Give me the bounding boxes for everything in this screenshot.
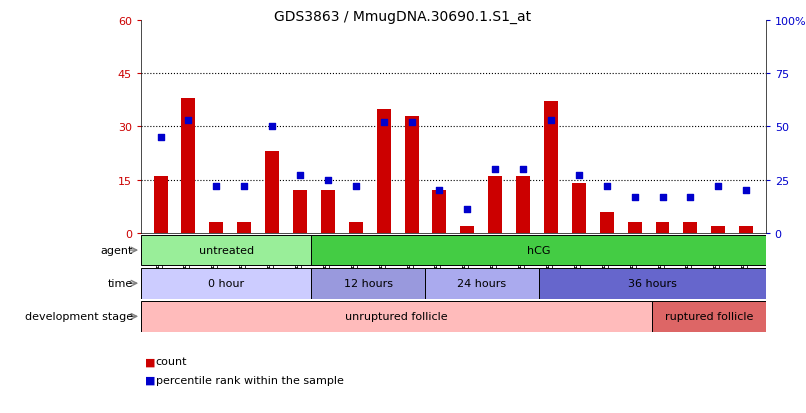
Bar bbox=[237, 223, 251, 233]
Bar bbox=[141, 268, 311, 299]
Point bbox=[238, 183, 251, 190]
Point bbox=[517, 166, 530, 173]
Bar bbox=[712, 226, 725, 233]
Text: count: count bbox=[156, 356, 187, 366]
Text: 12 hours: 12 hours bbox=[343, 278, 393, 289]
Text: GDS3863 / MmugDNA.30690.1.S1_at: GDS3863 / MmugDNA.30690.1.S1_at bbox=[274, 10, 532, 24]
Point bbox=[322, 177, 334, 183]
Bar bbox=[538, 268, 766, 299]
Bar bbox=[376, 109, 391, 233]
Point bbox=[545, 117, 558, 124]
Text: hCG: hCG bbox=[527, 245, 550, 256]
Bar bbox=[544, 102, 558, 233]
Point bbox=[405, 119, 418, 126]
Bar bbox=[516, 177, 530, 233]
Bar bbox=[655, 223, 670, 233]
Bar bbox=[405, 116, 418, 233]
Bar bbox=[154, 177, 168, 233]
Point bbox=[377, 119, 390, 126]
Point bbox=[628, 194, 641, 200]
Text: ■: ■ bbox=[145, 356, 159, 366]
Point bbox=[712, 183, 725, 190]
Bar bbox=[572, 184, 586, 233]
Point bbox=[656, 194, 669, 200]
Text: unruptured follicle: unruptured follicle bbox=[345, 311, 448, 322]
Point bbox=[154, 134, 167, 141]
Bar bbox=[210, 223, 223, 233]
Bar bbox=[425, 268, 538, 299]
Text: 0 hour: 0 hour bbox=[208, 278, 244, 289]
Point bbox=[461, 206, 474, 213]
Text: percentile rank within the sample: percentile rank within the sample bbox=[156, 375, 343, 385]
Text: time: time bbox=[108, 278, 133, 289]
Bar bbox=[683, 223, 697, 233]
Bar bbox=[311, 235, 766, 266]
Bar bbox=[311, 268, 425, 299]
Point bbox=[600, 183, 613, 190]
Bar bbox=[433, 191, 447, 233]
Point bbox=[740, 188, 753, 194]
Text: ruptured follicle: ruptured follicle bbox=[665, 311, 753, 322]
Bar bbox=[293, 191, 307, 233]
Bar bbox=[181, 99, 195, 233]
Point bbox=[210, 183, 222, 190]
Point bbox=[293, 173, 306, 179]
Text: untreated: untreated bbox=[198, 245, 254, 256]
Bar bbox=[460, 226, 474, 233]
Bar bbox=[652, 301, 766, 332]
Text: 24 hours: 24 hours bbox=[457, 278, 506, 289]
Point bbox=[488, 166, 501, 173]
Bar bbox=[600, 212, 613, 233]
Point bbox=[572, 173, 585, 179]
Point bbox=[349, 183, 362, 190]
Bar bbox=[488, 177, 502, 233]
Point bbox=[266, 124, 279, 131]
Bar bbox=[141, 301, 652, 332]
Bar bbox=[628, 223, 642, 233]
Bar bbox=[265, 152, 279, 233]
Text: agent: agent bbox=[101, 245, 133, 256]
Point bbox=[433, 188, 446, 194]
Text: 36 hours: 36 hours bbox=[628, 278, 676, 289]
Text: development stage: development stage bbox=[25, 311, 133, 322]
Bar bbox=[321, 191, 334, 233]
Text: ■: ■ bbox=[145, 375, 159, 385]
Bar bbox=[141, 235, 311, 266]
Point bbox=[182, 117, 195, 124]
Bar bbox=[349, 223, 363, 233]
Bar bbox=[739, 226, 753, 233]
Point bbox=[684, 194, 697, 200]
